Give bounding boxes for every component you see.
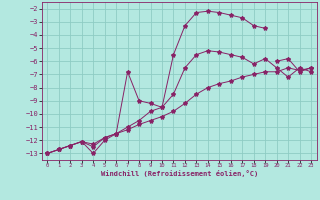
X-axis label: Windchill (Refroidissement éolien,°C): Windchill (Refroidissement éolien,°C) xyxy=(100,170,258,177)
